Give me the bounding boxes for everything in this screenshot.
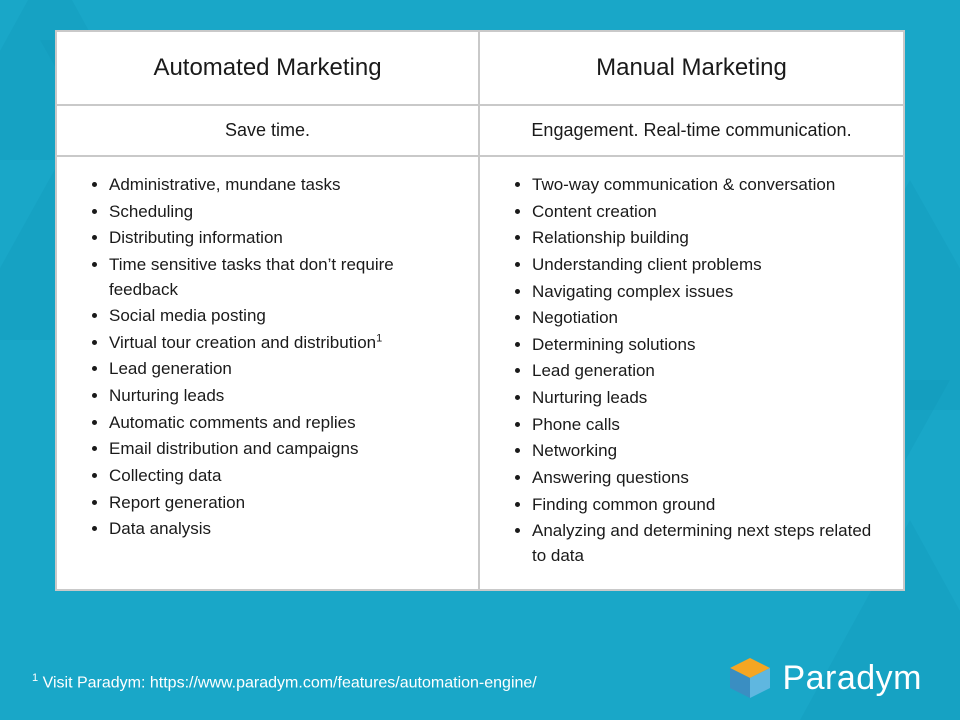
list-item: Understanding client problems xyxy=(532,253,885,280)
list-item: Social media posting xyxy=(109,304,460,331)
list-item: Distributing information xyxy=(109,226,460,253)
list-item: Virtual tour creation and distribution1 xyxy=(109,331,460,358)
table-header-row: Automated Marketing Manual Marketing xyxy=(57,32,903,104)
list-item: Phone calls xyxy=(532,413,885,440)
list-item: Automatic comments and replies xyxy=(109,411,460,438)
footnote-text: Visit Paradym: https://www.paradym.com/f… xyxy=(43,674,537,691)
list-item: Navigating complex issues xyxy=(532,280,885,307)
list-item: Answering questions xyxy=(532,466,885,493)
column-header: Automated Marketing xyxy=(57,32,480,104)
logo-wordmark: Paradym xyxy=(782,659,922,698)
list-item: Scheduling xyxy=(109,200,460,227)
list-item: Networking xyxy=(532,439,885,466)
list-item: Lead generation xyxy=(109,357,460,384)
footnote-marker: 1 xyxy=(32,672,38,684)
list-item: Nurturing leads xyxy=(532,386,885,413)
list-item: Lead generation xyxy=(532,359,885,386)
column-header: Manual Marketing xyxy=(480,32,903,104)
logo-mark-icon xyxy=(726,654,774,702)
list-item: Finding common ground xyxy=(532,493,885,520)
list-item: Negotiation xyxy=(532,306,885,333)
bullet-list: Administrative, mundane tasksSchedulingD… xyxy=(75,173,460,544)
table-subheader-row: Save time. Engagement. Real-time communi… xyxy=(57,104,903,157)
comparison-table: Automated Marketing Manual Marketing Sav… xyxy=(55,30,905,591)
column-body: Administrative, mundane tasksSchedulingD… xyxy=(57,157,480,589)
list-item: Report generation xyxy=(109,491,460,518)
list-item: Collecting data xyxy=(109,464,460,491)
list-item: Administrative, mundane tasks xyxy=(109,173,460,200)
list-item: Determining solutions xyxy=(532,333,885,360)
slide-stage: Automated Marketing Manual Marketing Sav… xyxy=(0,0,960,720)
list-item: Nurturing leads xyxy=(109,384,460,411)
brand-logo: Paradym xyxy=(726,654,922,702)
list-item: Data analysis xyxy=(109,517,460,544)
bullet-list: Two-way communication & conversationCont… xyxy=(498,173,885,571)
table-body-row: Administrative, mundane tasksSchedulingD… xyxy=(57,157,903,589)
column-subheader: Save time. xyxy=(57,106,480,155)
column-body: Two-way communication & conversationCont… xyxy=(480,157,903,589)
list-item: Time sensitive tasks that don’t require … xyxy=(109,253,460,304)
list-item: Two-way communication & conversation xyxy=(532,173,885,200)
list-item: Content creation xyxy=(532,200,885,227)
list-item: Analyzing and determining next steps rel… xyxy=(532,519,885,570)
footnote: 1 Visit Paradym: https://www.paradym.com… xyxy=(32,672,537,692)
list-item: Relationship building xyxy=(532,226,885,253)
list-item: Email distribution and campaigns xyxy=(109,437,460,464)
footnote-ref: 1 xyxy=(376,332,382,344)
column-subheader: Engagement. Real-time communication. xyxy=(480,106,903,155)
